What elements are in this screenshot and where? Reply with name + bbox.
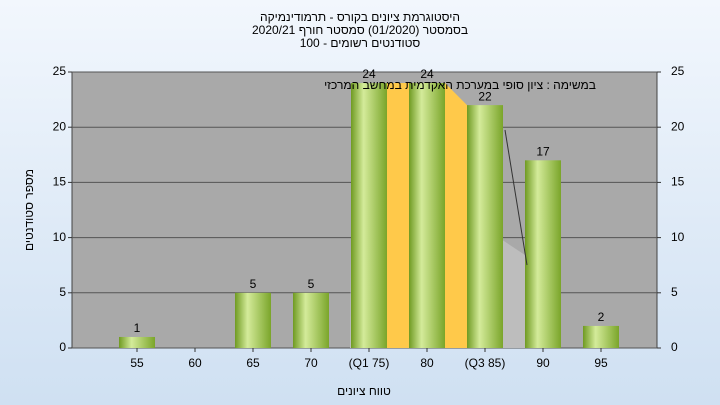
- y2-tick-label: 5: [671, 285, 678, 299]
- y-tick-label: 10: [53, 230, 67, 244]
- x-tick-label: (Q1 75): [349, 356, 390, 370]
- y-tick-label: 15: [53, 175, 67, 189]
- y2-tick-label: 20: [671, 119, 685, 133]
- chart-subtitle: סטודנטים רשומים - 100: [300, 36, 421, 50]
- x-tick-label: (Q3 85): [465, 356, 506, 370]
- bar: [293, 292, 329, 348]
- data-label: 24: [420, 67, 434, 81]
- x-tick-label: 65: [246, 356, 260, 370]
- data-label: 5: [308, 277, 315, 291]
- data-label: 17: [536, 144, 550, 158]
- data-label: 22: [478, 89, 492, 103]
- y-tick-label: 5: [59, 285, 66, 299]
- data-label: 5: [250, 277, 257, 291]
- x-tick-label: 55: [130, 356, 144, 370]
- chart-subtitle: בסמסטר (01/2020) סמסטר חורף 2020/21: [252, 23, 468, 37]
- bar: [235, 292, 271, 348]
- x-tick-label: 80: [420, 356, 434, 370]
- annotation: במשימה : ציון סופי במערכת האקדמית במחשב …: [324, 78, 596, 92]
- x-axis-label: טווח ציונים: [337, 384, 391, 398]
- y2-tick-label: 15: [671, 175, 685, 189]
- y-tick-label: 0: [59, 340, 66, 354]
- chart-title: היסטוגרמת ציונים בקורס - תרמודינמיקה: [260, 10, 460, 24]
- data-label: 24: [362, 67, 376, 81]
- y2-tick-label: 10: [671, 230, 685, 244]
- bar: [351, 83, 387, 348]
- data-label: 2: [598, 310, 605, 324]
- bar: [409, 83, 445, 348]
- x-tick-label: 70: [304, 356, 318, 370]
- bar: [525, 160, 561, 348]
- bar: [119, 336, 155, 348]
- x-tick-label: 95: [594, 356, 608, 370]
- y2-tick-label: 25: [671, 64, 685, 78]
- data-label: 1: [134, 321, 141, 335]
- x-tick-label: 60: [188, 356, 202, 370]
- y2-tick-label: 0: [671, 340, 678, 354]
- bar: [467, 105, 503, 349]
- y-axis-label: מספר סטודנטים: [22, 169, 36, 251]
- x-tick-label: 90: [536, 356, 550, 370]
- y-tick-label: 25: [53, 64, 67, 78]
- trend-line: [504, 129, 528, 266]
- y-tick-label: 20: [53, 119, 67, 133]
- bar: [583, 325, 619, 348]
